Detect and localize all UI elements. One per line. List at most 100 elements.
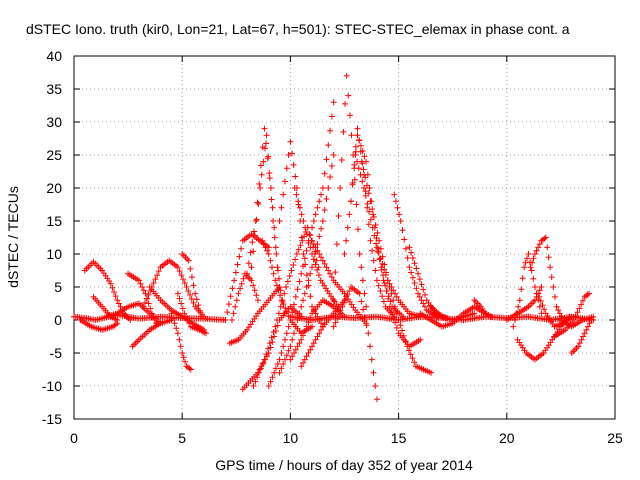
- data-point: [406, 244, 413, 251]
- data-point: [107, 280, 114, 287]
- data-point: [316, 198, 323, 205]
- data-point: [179, 305, 186, 312]
- data-point: [298, 303, 305, 310]
- data-point: [570, 317, 577, 323]
- data-point: [553, 303, 560, 310]
- data-point: [148, 310, 155, 317]
- data-point: [415, 290, 422, 297]
- data-point: [334, 315, 341, 322]
- data-point: [296, 340, 303, 347]
- data-point: [340, 128, 347, 135]
- data-point: [269, 339, 276, 345]
- data-point: [233, 297, 240, 304]
- data-point: [232, 303, 239, 310]
- data-point: [298, 336, 305, 343]
- data-point: [174, 290, 181, 297]
- data-point: [393, 293, 400, 300]
- data-point: [371, 232, 378, 239]
- data-point: [307, 244, 314, 251]
- data-point: [545, 254, 552, 261]
- data-point: [345, 92, 352, 99]
- data-point: [364, 182, 371, 189]
- data-series: [276, 138, 326, 330]
- data-point: [305, 277, 312, 284]
- plot-frame: [73, 55, 616, 420]
- data-point: [247, 249, 254, 256]
- data-point: [112, 293, 119, 300]
- data-point: [180, 354, 187, 361]
- data-point: [310, 241, 317, 248]
- data-point: [379, 293, 386, 300]
- data-point: [301, 290, 308, 297]
- data-point: [341, 251, 348, 257]
- data-point: [316, 233, 323, 240]
- data-point: [195, 302, 202, 309]
- data-point: [232, 269, 239, 276]
- data-point: [251, 232, 258, 239]
- data-point: [269, 204, 276, 211]
- data-point: [273, 251, 280, 257]
- data-point: [372, 267, 379, 274]
- data-point: [307, 270, 314, 277]
- data-point: [402, 338, 409, 345]
- data-point: [343, 237, 350, 244]
- data-point: [390, 287, 397, 294]
- x-tick-label: 5: [178, 430, 186, 446]
- data-point: [182, 313, 189, 320]
- data-point: [327, 174, 334, 180]
- data-point: [404, 254, 411, 261]
- data-point: [521, 264, 528, 271]
- data-point: [396, 211, 403, 218]
- data-series: [77, 317, 121, 333]
- data-point: [312, 244, 319, 251]
- data-point: [375, 282, 382, 289]
- data-point: [282, 305, 289, 312]
- data-point: [319, 218, 326, 224]
- data-point: [309, 303, 316, 310]
- data-series: [129, 320, 164, 350]
- data-point: [227, 293, 234, 300]
- data-point: [522, 259, 529, 266]
- data-point: [369, 206, 376, 213]
- data-point: [349, 181, 356, 188]
- data-point: [318, 191, 325, 198]
- data-point: [186, 291, 193, 298]
- data-series: [265, 99, 337, 389]
- data-point: [382, 271, 389, 278]
- y-tick-label: 15: [46, 213, 62, 229]
- data-series: [514, 313, 573, 363]
- data-point: [568, 313, 575, 320]
- data-point: [267, 257, 274, 264]
- data-point: [409, 355, 416, 362]
- data-point: [283, 352, 290, 359]
- data-point: [197, 307, 204, 314]
- data-point: [187, 265, 194, 272]
- data-point: [392, 198, 399, 205]
- data-series: [568, 317, 595, 356]
- y-tick-label: 40: [46, 48, 62, 64]
- data-point: [291, 185, 298, 191]
- data-point: [276, 275, 283, 282]
- data-point: [356, 251, 363, 257]
- data-point: [147, 305, 154, 312]
- data-point: [392, 319, 399, 326]
- data-point: [303, 247, 310, 254]
- data-point: [309, 343, 316, 350]
- data-series: [179, 251, 205, 320]
- data-point: [293, 191, 300, 198]
- data-point: [413, 265, 420, 272]
- data-series: [417, 303, 489, 330]
- data-series: [341, 125, 398, 320]
- data-point: [265, 345, 272, 352]
- data-point: [358, 264, 365, 271]
- data-point: [280, 361, 287, 367]
- data-point: [276, 356, 283, 363]
- y-tick-label: 20: [46, 180, 62, 196]
- data-point: [390, 297, 397, 304]
- data-point: [377, 255, 384, 262]
- data-point: [330, 323, 337, 330]
- data-point: [344, 291, 351, 298]
- data-point: [261, 356, 268, 363]
- data-point: [238, 280, 245, 287]
